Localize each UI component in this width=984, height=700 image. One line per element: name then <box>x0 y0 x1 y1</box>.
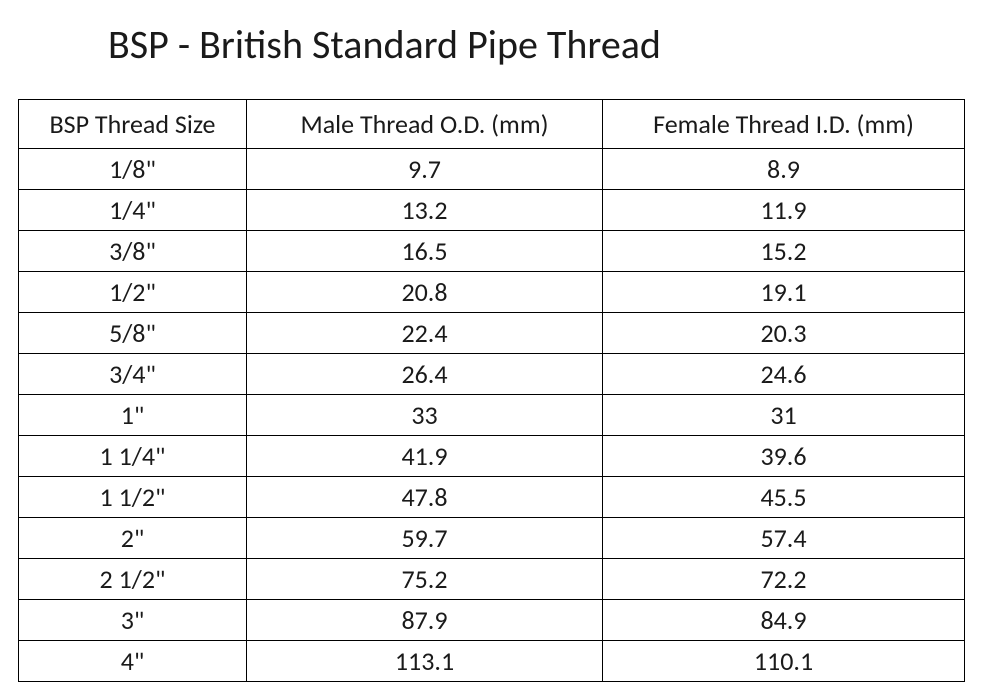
cell-male: 87.9 <box>247 600 603 641</box>
table-row: 2 1/2" 75.2 72.2 <box>19 559 965 600</box>
cell-female: 110.1 <box>603 641 965 682</box>
cell-female: 31 <box>603 395 965 436</box>
table-row: 5/8" 22.4 20.3 <box>19 313 965 354</box>
cell-female: 24.6 <box>603 354 965 395</box>
cell-male: 47.8 <box>247 477 603 518</box>
cell-male: 113.1 <box>247 641 603 682</box>
cell-female: 45.5 <box>603 477 965 518</box>
cell-female: 57.4 <box>603 518 965 559</box>
cell-male: 59.7 <box>247 518 603 559</box>
table-row: 4" 113.1 110.1 <box>19 641 965 682</box>
col-header-male: Male Thread O.D. (mm) <box>247 100 603 149</box>
cell-size: 2" <box>19 518 247 559</box>
bsp-spec-table: BSP Thread Size Male Thread O.D. (mm) Fe… <box>18 99 965 682</box>
cell-male: 9.7 <box>247 149 603 190</box>
page-title: BSP - British Standard Pipe Thread <box>18 20 966 69</box>
cell-female: 11.9 <box>603 190 965 231</box>
cell-size: 3" <box>19 600 247 641</box>
table-row: 2" 59.7 57.4 <box>19 518 965 559</box>
cell-male: 20.8 <box>247 272 603 313</box>
table-row: 1/4" 13.2 11.9 <box>19 190 965 231</box>
cell-female: 84.9 <box>603 600 965 641</box>
cell-size: 3/8" <box>19 231 247 272</box>
cell-size: 2 1/2" <box>19 559 247 600</box>
cell-female: 20.3 <box>603 313 965 354</box>
table-row: 3" 87.9 84.9 <box>19 600 965 641</box>
cell-size: 3/4" <box>19 354 247 395</box>
col-header-female: Female Thread I.D. (mm) <box>603 100 965 149</box>
table-row: 1" 33 31 <box>19 395 965 436</box>
table-row: 3/4" 26.4 24.6 <box>19 354 965 395</box>
cell-male: 13.2 <box>247 190 603 231</box>
cell-female: 72.2 <box>603 559 965 600</box>
cell-female: 8.9 <box>603 149 965 190</box>
table-body: 1/8" 9.7 8.9 1/4" 13.2 11.9 3/8" 16.5 15… <box>19 149 965 682</box>
table-row: 3/8" 16.5 15.2 <box>19 231 965 272</box>
cell-size: 1/2" <box>19 272 247 313</box>
cell-size: 5/8" <box>19 313 247 354</box>
table-header: BSP Thread Size Male Thread O.D. (mm) Fe… <box>19 100 965 149</box>
cell-female: 39.6 <box>603 436 965 477</box>
cell-male: 22.4 <box>247 313 603 354</box>
col-header-size: BSP Thread Size <box>19 100 247 149</box>
table-row: 1 1/4" 41.9 39.6 <box>19 436 965 477</box>
cell-male: 26.4 <box>247 354 603 395</box>
cell-size: 1/4" <box>19 190 247 231</box>
cell-male: 33 <box>247 395 603 436</box>
table-header-row: BSP Thread Size Male Thread O.D. (mm) Fe… <box>19 100 965 149</box>
cell-male: 41.9 <box>247 436 603 477</box>
cell-size: 1 1/4" <box>19 436 247 477</box>
cell-size: 1" <box>19 395 247 436</box>
cell-female: 19.1 <box>603 272 965 313</box>
cell-female: 15.2 <box>603 231 965 272</box>
cell-size: 1/8" <box>19 149 247 190</box>
page-container: BSP - British Standard Pipe Thread BSP T… <box>0 0 984 682</box>
table-row: 1/2" 20.8 19.1 <box>19 272 965 313</box>
table-row: 1 1/2" 47.8 45.5 <box>19 477 965 518</box>
table-row: 1/8" 9.7 8.9 <box>19 149 965 190</box>
cell-size: 4" <box>19 641 247 682</box>
cell-male: 75.2 <box>247 559 603 600</box>
cell-male: 16.5 <box>247 231 603 272</box>
cell-size: 1 1/2" <box>19 477 247 518</box>
